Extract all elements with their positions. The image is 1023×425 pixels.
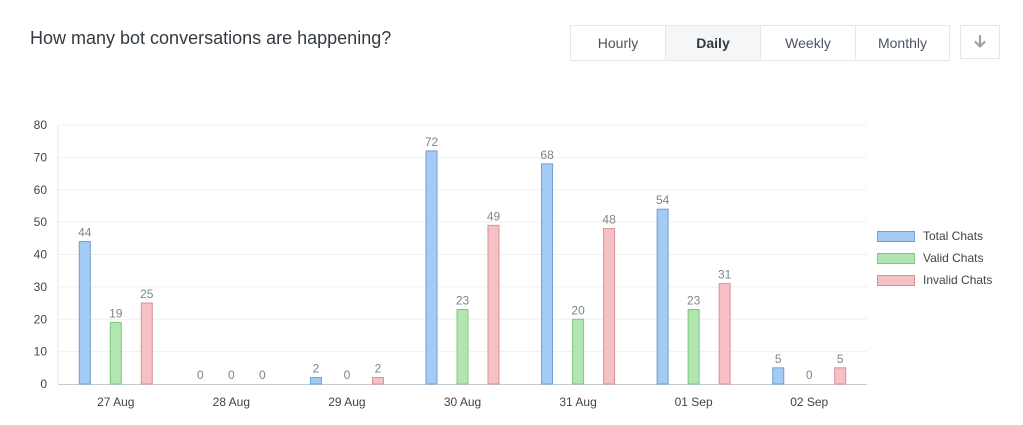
x-tick-label: 31 Aug [559,395,596,409]
data-label: 68 [540,148,554,162]
bar [656,208,669,385]
data-label: 5 [837,352,844,366]
data-label: 44 [78,226,92,240]
bar [140,302,153,385]
data-label: 25 [140,287,154,301]
legend-swatch-valid [877,252,915,264]
data-label: 72 [425,135,439,149]
legend-label-total: Total Chats [923,229,984,243]
y-tick-label: 60 [34,183,48,197]
interval-tabs: Hourly Daily Weekly Monthly [570,25,950,61]
bar [572,318,585,385]
data-label: 2 [375,362,382,376]
bar [78,241,91,385]
x-tick-label: 02 Sep [790,395,828,409]
y-tick-label: 0 [40,377,47,391]
bar [371,377,384,385]
bar [109,321,122,385]
bar [834,367,847,385]
bar [541,163,554,385]
y-tick-label: 50 [34,215,48,229]
bar [456,309,469,385]
data-label: 0 [806,368,813,382]
x-tick-label: 28 Aug [213,395,250,409]
y-tick-label: 40 [34,248,48,262]
data-label: 2 [313,362,320,376]
y-tick-label: 20 [34,312,48,326]
legend-item-invalid[interactable]: Invalid Chats [877,269,992,291]
data-label: 48 [602,213,616,227]
legend-swatch-total [877,230,915,242]
data-label: 0 [197,368,204,382]
bar [772,367,785,385]
bar [425,150,438,385]
chart-legend: Total Chats Valid Chats Invalid Chats [877,225,992,291]
x-tick-label: 27 Aug [97,395,134,409]
data-label: 23 [456,294,470,308]
data-label: 0 [259,368,266,382]
legend-swatch-invalid [877,274,915,286]
legend-item-total[interactable]: Total Chats [877,225,992,247]
download-button[interactable] [960,25,1000,59]
y-tick-label: 30 [34,280,48,294]
y-tick-label: 70 [34,150,48,164]
data-label: 49 [487,209,501,223]
page-title: How many bot conversations are happening… [30,28,392,48]
bar [309,377,322,385]
data-label: 0 [228,368,235,382]
legend-item-valid[interactable]: Valid Chats [877,247,992,269]
data-label: 23 [687,294,701,308]
data-label: 0 [344,368,351,382]
data-label: 19 [109,306,123,320]
data-label: 54 [656,193,670,207]
y-tick-label: 10 [34,345,48,359]
bar [687,309,700,385]
bar [603,228,616,385]
data-label: 5 [775,352,782,366]
arrow-down-icon [974,35,986,48]
data-label: 20 [571,303,585,317]
tab-weekly[interactable]: Weekly [761,26,856,60]
x-tick-label: 01 Sep [675,395,713,409]
bar [487,224,500,385]
legend-label-invalid: Invalid Chats [923,273,993,287]
bar [718,283,731,385]
tab-daily[interactable]: Daily [666,26,761,60]
legend-label-valid: Valid Chats [923,251,984,265]
tab-monthly[interactable]: Monthly [877,35,928,51]
x-tick-label: 29 Aug [328,395,365,409]
data-label: 31 [718,268,732,282]
x-tick-label: 30 Aug [444,395,481,409]
tab-hourly[interactable]: Hourly [571,26,666,60]
y-tick-label: 80 [34,118,48,132]
